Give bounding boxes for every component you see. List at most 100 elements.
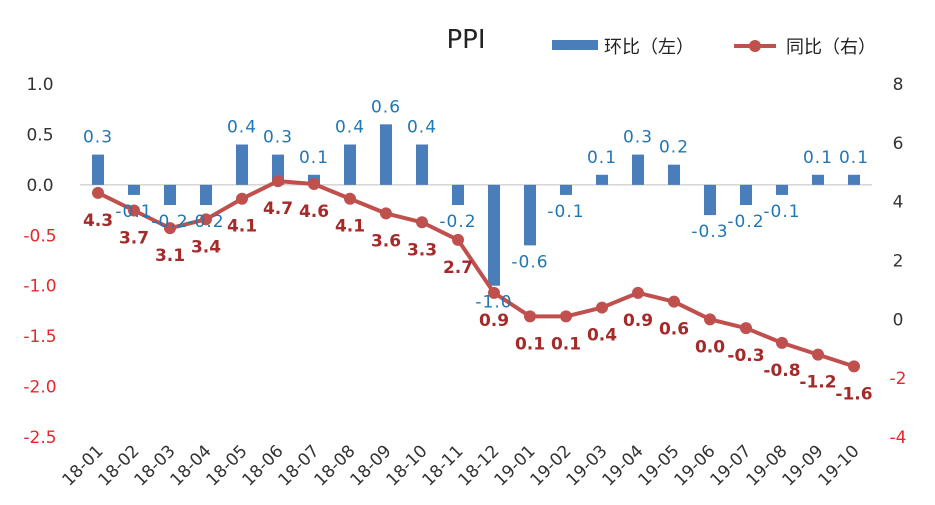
bar-value-label: 0.4	[407, 118, 437, 138]
bar-value-label: -0.1	[115, 202, 152, 222]
legend-bar-label: 环比（左）	[604, 37, 694, 58]
bar	[416, 144, 428, 185]
line-path	[97, 179, 855, 369]
line-point	[776, 336, 788, 349]
line-value-label: 0.1	[515, 334, 545, 354]
bar	[488, 184, 500, 286]
left-axis-tick-label: -0.5	[23, 226, 56, 246]
line-point	[848, 360, 860, 373]
line-point	[488, 286, 500, 299]
line-point	[596, 301, 608, 314]
bar	[92, 154, 104, 185]
line-value-label: -1.2	[799, 373, 836, 393]
bar-value-label: -0.6	[511, 252, 548, 272]
line-point	[812, 348, 824, 361]
line-value-label: 0.9	[623, 311, 653, 331]
right-axis-tick-label: -2	[890, 369, 907, 389]
line-value-label: -0.3	[727, 346, 764, 366]
bar	[668, 164, 680, 185]
bar	[200, 184, 212, 206]
left-axis: 1.0 0.5 0.0 -0.5 -1.0 -1.5 -2.0 -2.5	[23, 75, 56, 448]
line-point	[344, 192, 356, 205]
line-value-label: 4.6	[299, 202, 329, 222]
bar-value-label: -0.2	[187, 212, 224, 232]
line-point	[236, 192, 248, 205]
line-point	[416, 216, 428, 229]
bar-value-label: 0.2	[659, 138, 689, 158]
bar-value-label: 0.3	[83, 128, 113, 148]
bar-value-label: 0.1	[803, 148, 833, 168]
line-point	[164, 222, 176, 235]
x-axis-tick-label: 19-10	[814, 441, 863, 490]
line-point	[92, 186, 104, 199]
right-axis-tick-label: 4	[893, 193, 904, 213]
line-data-labels: 4.3 3.7 3.1 3.4 4.1 4.7 4.6 4.1 3.6 3.3 2.7 0.9 0.1 0…	[83, 199, 873, 404]
line-point	[632, 286, 644, 299]
line-value-label: 4.1	[335, 217, 365, 237]
line-point	[308, 178, 320, 191]
bar-value-label: 0.1	[587, 148, 617, 168]
bar	[704, 184, 716, 216]
bar-value-label: 0.1	[839, 148, 869, 168]
right-axis-tick-label: -4	[890, 428, 907, 448]
left-axis-tick-label: -1.5	[23, 327, 56, 347]
line-point	[704, 313, 716, 326]
left-axis-tick-label: -2.5	[23, 428, 56, 448]
line-point	[740, 322, 752, 335]
line-value-label: 3.7	[119, 228, 149, 248]
bar-value-label: 0.1	[299, 148, 329, 168]
right-axis-tick-label: 6	[893, 134, 904, 154]
legend-line-label: 同比（右）	[786, 37, 876, 58]
line-point	[128, 204, 140, 217]
bar-value-label: 0.3	[263, 128, 293, 148]
line-value-label: 3.1	[155, 246, 185, 266]
bar-value-label: -0.1	[547, 202, 584, 222]
bar-value-label: -0.2	[727, 212, 764, 232]
legend: 环比（左） 同比（右）	[552, 37, 876, 58]
line-series	[92, 175, 860, 373]
bar-value-label: -0.3	[691, 222, 728, 242]
line-value-label: 3.3	[407, 240, 437, 260]
line-point	[452, 233, 464, 246]
line-value-label: 0.6	[659, 320, 689, 340]
bar-value-label: -1.0	[475, 293, 512, 313]
bar	[128, 184, 140, 195]
bar	[848, 174, 860, 185]
bar	[164, 184, 176, 206]
line-value-label: 0.4	[587, 326, 617, 346]
line-point	[380, 207, 392, 220]
legend-line-marker	[749, 40, 761, 52]
left-axis-tick-label: 0.0	[26, 176, 53, 196]
bar-value-label: 0.4	[227, 118, 257, 138]
bar-value-label: -0.2	[439, 212, 476, 232]
left-axis-tick-label: -2.0	[23, 378, 56, 398]
bar	[236, 144, 248, 185]
line-value-label: 4.1	[227, 217, 257, 237]
bar	[524, 184, 536, 246]
bar	[776, 184, 788, 195]
bar-value-label: 0.6	[371, 97, 401, 117]
right-axis-tick-label: 8	[893, 75, 904, 95]
x-axis: 18-0118-0218-0318-0418-0518-0618-0718-08…	[58, 441, 863, 490]
line-value-label: -0.8	[763, 361, 800, 381]
right-axis-tick-label: 2	[893, 252, 904, 272]
bar	[596, 174, 608, 185]
line-value-label: 0.0	[695, 337, 725, 357]
left-axis-tick-label: -1.0	[23, 277, 56, 297]
bar	[380, 124, 392, 185]
bar-value-label: -0.1	[763, 202, 800, 222]
line-value-label: -1.6	[835, 384, 872, 404]
bar-value-label: 0.3	[623, 128, 653, 148]
bar	[812, 174, 824, 185]
right-axis: 8 6 4 2 0 -2 -4	[890, 75, 907, 448]
bar	[560, 184, 572, 195]
legend-bar-swatch	[552, 40, 598, 50]
line-point	[272, 175, 284, 188]
bar-value-label: 0.4	[335, 118, 365, 138]
bar	[344, 144, 356, 185]
line-value-label: 3.4	[191, 237, 221, 257]
left-axis-tick-label: 0.5	[26, 125, 53, 145]
line-value-label: 2.7	[443, 258, 473, 278]
